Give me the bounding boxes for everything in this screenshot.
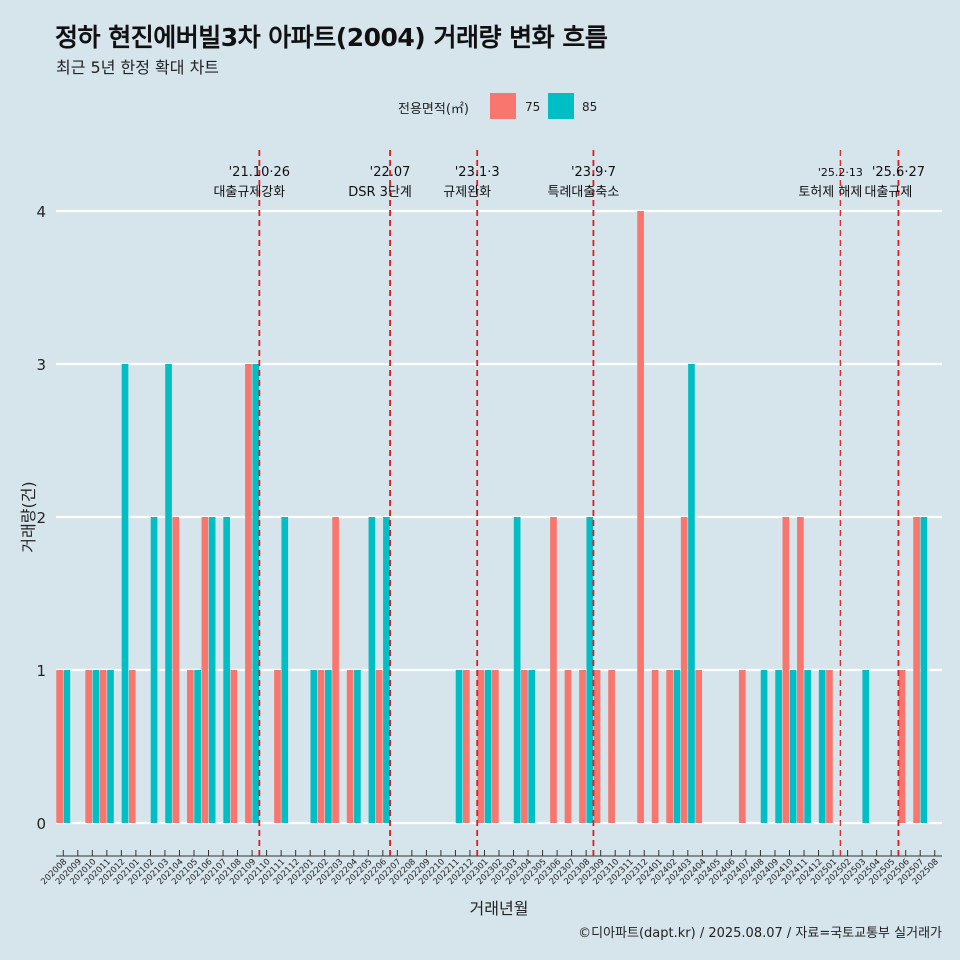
event-date-202110: '21.10·26 — [229, 165, 290, 180]
chart-subtitle: 최근 5년 한정 확대 차트 — [56, 58, 220, 77]
bar-85-202211 — [455, 670, 463, 823]
bar-75-202309 — [593, 670, 601, 823]
y-tick-label: 1 — [36, 662, 46, 680]
bar-85-202403 — [688, 364, 695, 823]
bar-75-202411 — [797, 517, 804, 823]
legend-label-85: 85 — [582, 100, 598, 114]
bar-75-202109 — [245, 364, 252, 823]
bar-85-202109 — [252, 364, 260, 823]
bar-75-202010 — [85, 670, 93, 823]
bar-85-202201 — [310, 670, 318, 823]
event-date-202301: '23.1·3 — [455, 165, 500, 180]
x-axis-title: 거래년월 — [470, 899, 529, 918]
bar-85-202010 — [92, 670, 100, 823]
bar-75-202108 — [230, 670, 238, 823]
bar-75-202301 — [477, 670, 485, 823]
bar-85-202012 — [121, 364, 129, 823]
bar-85-202507 — [920, 517, 928, 823]
bar-75-202403 — [680, 517, 688, 823]
y-tick-label: 4 — [36, 203, 46, 221]
bar-75-202501 — [826, 670, 833, 823]
bar-75-202101 — [128, 670, 136, 823]
bar-75-202105 — [187, 670, 194, 823]
bar-85-202303 — [513, 517, 521, 823]
bar-75-202404 — [695, 670, 703, 823]
bar-75-202106 — [201, 517, 209, 823]
bar-75-202402 — [666, 670, 673, 823]
bar-75-202204 — [346, 670, 354, 823]
bar-75-202212 — [462, 670, 470, 823]
bar-85-202410 — [789, 670, 797, 823]
bar-75-202203 — [332, 517, 339, 823]
bar-75-202206 — [375, 670, 383, 823]
bar-75-202011 — [99, 670, 107, 823]
event-label-202110: 대출규제강화 — [213, 185, 285, 200]
y-tick-label: 3 — [36, 356, 46, 374]
y-tick-label: 0 — [36, 815, 46, 833]
bar-85-202205 — [368, 517, 376, 823]
bar-75-202310 — [608, 670, 615, 823]
event-label-202207: DSR 3단계 — [348, 185, 412, 200]
bar-85-202301 — [484, 670, 492, 823]
bar-75-202308 — [579, 670, 586, 823]
bar-75-202407 — [738, 670, 746, 823]
bar-85-202011 — [107, 670, 114, 823]
legend-swatch-75 — [490, 93, 516, 119]
y-axis-title: 거래량(건) — [19, 481, 38, 552]
bar-75-202104 — [172, 517, 180, 823]
bar-85-202103 — [165, 364, 172, 823]
bar-75-202111 — [274, 670, 281, 823]
bar-75-202304 — [521, 670, 528, 823]
bar-75-202312 — [637, 211, 644, 823]
bar-85-202304 — [528, 670, 536, 823]
bar-85-202107 — [223, 517, 230, 823]
bar-75-202202 — [317, 670, 325, 823]
bar-75-202306 — [550, 517, 557, 823]
source-caption: ©디아파트(dapt.kr) / 2025.08.07 / 자료=국토교통부 실… — [578, 926, 942, 941]
bar-75-202506 — [898, 670, 906, 823]
bar-75-202307 — [564, 670, 572, 823]
bar-85-202106 — [208, 517, 216, 823]
legend-label-75: 75 — [525, 100, 541, 114]
bar-85-202408 — [760, 670, 768, 823]
bar-75-202401 — [651, 670, 659, 823]
event-date-202506: '25.6·27 — [872, 165, 925, 180]
legend-swatch-85 — [548, 93, 574, 119]
bar-85-202503 — [862, 670, 870, 823]
event-date-202309: '23.9·7 — [571, 165, 616, 180]
bar-85-202008 — [63, 670, 71, 823]
bar-75-202410 — [782, 517, 790, 823]
bar-85-202202 — [325, 670, 332, 823]
event-date-202207: '22.07 — [370, 165, 411, 180]
event-label-202309: 특례대출축소 — [548, 185, 620, 200]
event-label-202502: 토허제 해제 — [798, 185, 862, 200]
bar-75-202507 — [913, 517, 920, 823]
bar-85-202204 — [354, 670, 361, 823]
bar-85-202206 — [383, 517, 390, 823]
bar-85-202308 — [586, 517, 594, 823]
event-label-202301: 규제완화 — [443, 185, 491, 200]
event-date-202502: '25.2·13 — [818, 166, 863, 179]
bar-85-202402 — [673, 670, 681, 823]
chart-title: 정하 현진에버빌3차 아파트(2004) 거래량 변화 흐름 — [55, 23, 608, 52]
legend: 전용면적(㎡) 75 85 — [0, 93, 960, 121]
y-tick-label: 2 — [36, 509, 46, 527]
event-label-202506: 대출규제 — [865, 185, 913, 200]
bar-75-202008 — [56, 670, 63, 823]
bar-85-202102 — [150, 517, 158, 823]
bar-85-202412 — [818, 670, 826, 823]
bar-85-202105 — [194, 670, 201, 823]
bar-85-202409 — [775, 670, 782, 823]
bar-85-202411 — [804, 670, 811, 823]
legend-title: 전용면적(㎡) — [398, 102, 469, 117]
bar-85-202111 — [281, 517, 289, 823]
bar-75-202302 — [492, 670, 499, 823]
